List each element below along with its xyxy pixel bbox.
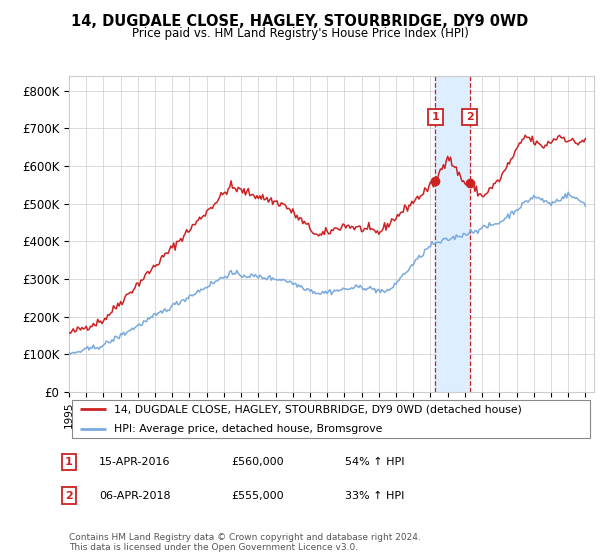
FancyBboxPatch shape <box>71 400 590 437</box>
Text: HPI: Average price, detached house, Bromsgrove: HPI: Average price, detached house, Brom… <box>113 424 382 433</box>
Text: 2: 2 <box>466 112 473 122</box>
Text: Contains HM Land Registry data © Crown copyright and database right 2024.: Contains HM Land Registry data © Crown c… <box>69 533 421 542</box>
Text: 06-APR-2018: 06-APR-2018 <box>99 491 170 501</box>
Text: Price paid vs. HM Land Registry's House Price Index (HPI): Price paid vs. HM Land Registry's House … <box>131 27 469 40</box>
Text: £555,000: £555,000 <box>231 491 284 501</box>
Text: £560,000: £560,000 <box>231 457 284 467</box>
Text: This data is licensed under the Open Government Licence v3.0.: This data is licensed under the Open Gov… <box>69 543 358 552</box>
Text: 1: 1 <box>65 457 73 467</box>
Text: 1: 1 <box>431 112 439 122</box>
Text: 14, DUGDALE CLOSE, HAGLEY, STOURBRIDGE, DY9 0WD: 14, DUGDALE CLOSE, HAGLEY, STOURBRIDGE, … <box>71 14 529 29</box>
Text: 15-APR-2016: 15-APR-2016 <box>99 457 170 467</box>
Text: 33% ↑ HPI: 33% ↑ HPI <box>345 491 404 501</box>
Text: 2: 2 <box>65 491 73 501</box>
Bar <box>436 76 470 392</box>
Text: 54% ↑ HPI: 54% ↑ HPI <box>345 457 404 467</box>
Text: 14, DUGDALE CLOSE, HAGLEY, STOURBRIDGE, DY9 0WD (detached house): 14, DUGDALE CLOSE, HAGLEY, STOURBRIDGE, … <box>113 404 521 414</box>
